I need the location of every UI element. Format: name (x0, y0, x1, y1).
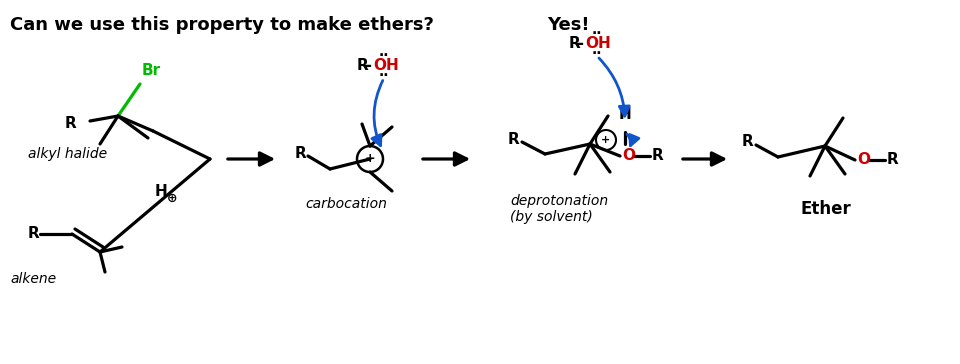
Text: R: R (568, 36, 580, 51)
Text: R: R (356, 59, 368, 74)
Text: R: R (508, 131, 519, 146)
Text: Br: Br (142, 63, 161, 78)
Text: R: R (652, 149, 663, 163)
Text: ··: ·· (591, 47, 602, 61)
Text: –: – (575, 35, 585, 53)
Text: alkene: alkene (10, 272, 56, 286)
Text: ··: ·· (379, 49, 389, 63)
Text: H: H (155, 183, 168, 198)
Text: ··: ·· (379, 69, 389, 83)
Text: R: R (887, 153, 899, 167)
Text: R: R (295, 146, 307, 162)
Text: alkyl halide: alkyl halide (28, 147, 108, 161)
Text: ⊕: ⊕ (167, 191, 178, 205)
Text: Yes!: Yes! (547, 16, 589, 34)
Text: OH: OH (373, 59, 398, 74)
Text: OH: OH (585, 36, 611, 51)
Text: deprotonation
(by solvent): deprotonation (by solvent) (510, 194, 608, 224)
Text: ··: ·· (591, 27, 602, 41)
Text: +: + (601, 135, 611, 145)
Text: +: + (365, 153, 375, 166)
Text: R: R (64, 116, 76, 131)
Text: O: O (857, 153, 870, 167)
Text: H: H (618, 107, 632, 122)
Text: R: R (28, 226, 39, 241)
Text: Ether: Ether (800, 200, 851, 218)
Text: carbocation: carbocation (305, 197, 387, 211)
Text: O: O (622, 149, 635, 163)
Text: –: – (364, 57, 372, 75)
Text: Can we use this property to make ethers?: Can we use this property to make ethers? (10, 16, 434, 34)
Text: R: R (742, 135, 754, 150)
